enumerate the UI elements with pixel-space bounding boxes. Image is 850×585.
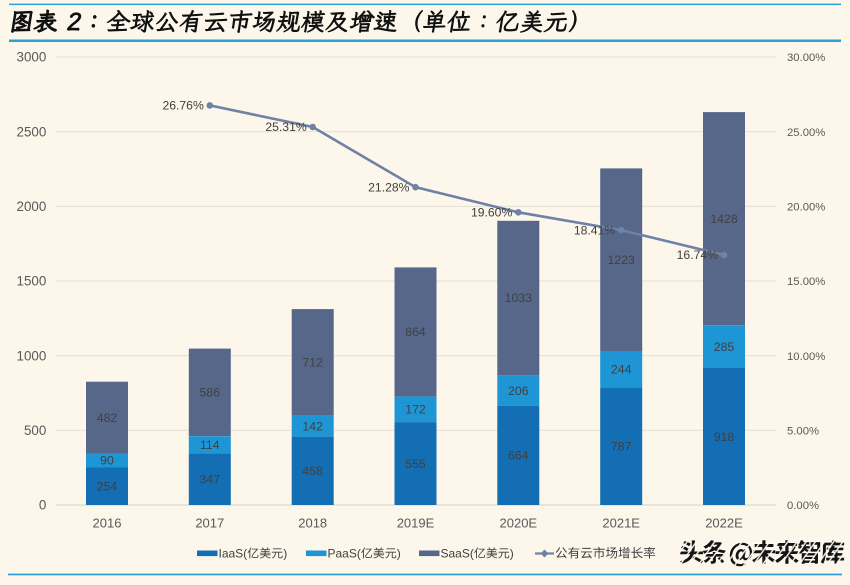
svg-text:SaaS(: SaaS( bbox=[441, 547, 474, 561]
svg-text:500: 500 bbox=[24, 423, 46, 438]
svg-text:712: 712 bbox=[302, 356, 323, 370]
svg-text:586: 586 bbox=[200, 386, 221, 400]
svg-text:114: 114 bbox=[200, 438, 220, 452]
svg-text:1223: 1223 bbox=[608, 253, 636, 267]
svg-text:IaaS(: IaaS( bbox=[219, 547, 248, 561]
svg-text:244: 244 bbox=[611, 363, 632, 377]
svg-text:142: 142 bbox=[302, 419, 323, 433]
svg-text:787: 787 bbox=[611, 440, 632, 454]
svg-text:254: 254 bbox=[97, 479, 118, 493]
svg-text:90: 90 bbox=[100, 454, 114, 468]
svg-text:1033: 1033 bbox=[505, 291, 533, 305]
svg-text:664: 664 bbox=[508, 449, 529, 463]
svg-text:2017: 2017 bbox=[195, 516, 224, 531]
svg-text:2000: 2000 bbox=[17, 199, 47, 214]
svg-text:5.00%: 5.00% bbox=[787, 425, 819, 437]
svg-text:15.00%: 15.00% bbox=[787, 276, 825, 288]
svg-text:458: 458 bbox=[302, 464, 323, 478]
svg-text:): ) bbox=[397, 547, 401, 561]
svg-text:18.41%: 18.41% bbox=[574, 223, 615, 237]
svg-text:1500: 1500 bbox=[17, 274, 47, 289]
svg-text:20.00%: 20.00% bbox=[787, 201, 825, 213]
svg-text:0.00%: 0.00% bbox=[787, 500, 819, 512]
svg-text:1428: 1428 bbox=[710, 212, 738, 226]
svg-text:285: 285 bbox=[714, 340, 735, 354]
svg-text:206: 206 bbox=[508, 384, 529, 398]
svg-text:30.00%: 30.00% bbox=[787, 52, 825, 64]
svg-text:864: 864 bbox=[405, 325, 426, 339]
svg-text:26.76%: 26.76% bbox=[162, 99, 203, 113]
svg-text:1000: 1000 bbox=[17, 348, 47, 363]
svg-text:19.60%: 19.60% bbox=[471, 206, 512, 220]
svg-text:2020E: 2020E bbox=[500, 516, 538, 531]
svg-text:482: 482 bbox=[97, 411, 118, 425]
svg-text:PaaS(: PaaS( bbox=[328, 547, 361, 561]
svg-text:3000: 3000 bbox=[17, 50, 47, 65]
svg-text:172: 172 bbox=[405, 403, 426, 417]
svg-text:25.31%: 25.31% bbox=[265, 120, 306, 134]
svg-text:918: 918 bbox=[714, 430, 735, 444]
svg-text:2018: 2018 bbox=[298, 516, 327, 531]
svg-text:2016: 2016 bbox=[93, 516, 122, 531]
svg-text:555: 555 bbox=[405, 457, 426, 471]
svg-text:10.00%: 10.00% bbox=[787, 351, 825, 363]
svg-text:16.74%: 16.74% bbox=[677, 248, 718, 262]
svg-text:): ) bbox=[510, 547, 514, 561]
svg-text:25.00%: 25.00% bbox=[787, 127, 825, 139]
svg-text:): ) bbox=[283, 547, 287, 561]
svg-text:347: 347 bbox=[200, 472, 221, 486]
svg-text:0: 0 bbox=[39, 498, 46, 513]
svg-text:2022E: 2022E bbox=[705, 516, 743, 531]
svg-text:2500: 2500 bbox=[17, 124, 47, 139]
svg-text:2021E: 2021E bbox=[602, 516, 640, 531]
svg-text:21.28%: 21.28% bbox=[368, 180, 409, 194]
svg-text:2019E: 2019E bbox=[397, 516, 435, 531]
